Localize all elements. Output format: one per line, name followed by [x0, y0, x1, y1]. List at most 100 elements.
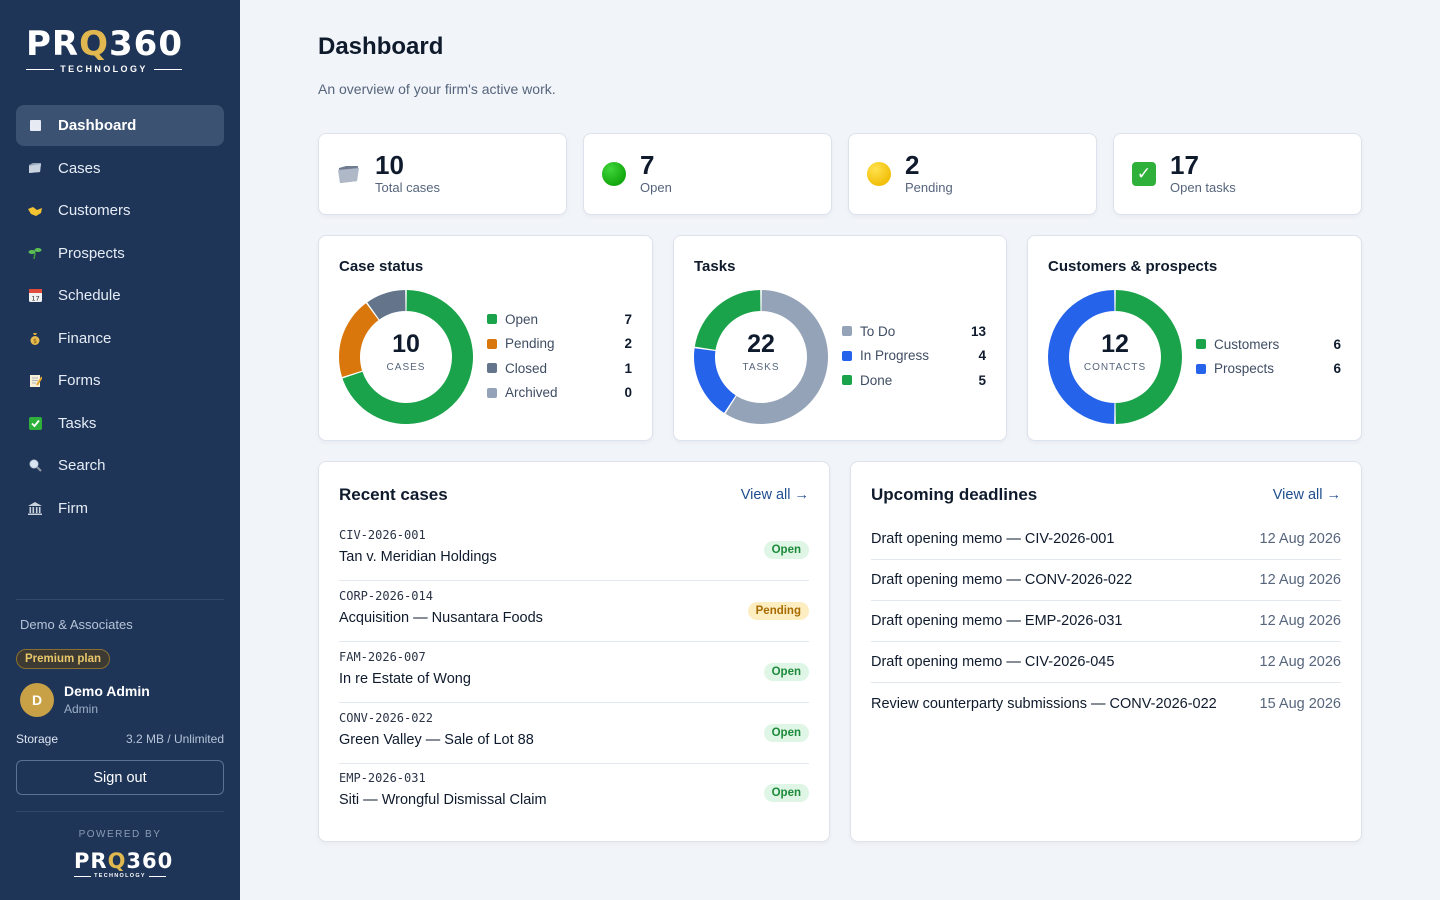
folder-icon: [337, 162, 361, 186]
list-item[interactable]: Draft opening memo — CONV-2026-022 12 Au…: [871, 560, 1341, 601]
yellow-circle-icon: [867, 162, 891, 186]
legend-value: 7: [624, 311, 632, 327]
legend-swatch: [487, 314, 497, 325]
svg-text:$: $: [33, 338, 37, 345]
sign-out-button[interactable]: Sign out: [16, 760, 224, 795]
legend-value: 4: [978, 348, 986, 364]
sidebar-item-firm[interactable]: Firm: [16, 488, 224, 529]
sidebar-item-finance[interactable]: $ Finance: [16, 318, 224, 359]
table-row[interactable]: CORP-2026-014 Acquisition — Nusantara Fo…: [339, 581, 809, 642]
storage-value: 3.2 MB / Unlimited: [125, 732, 224, 746]
stat-value: 2: [905, 150, 920, 180]
sidebar-item-dashboard[interactable]: Dashboard: [16, 105, 224, 146]
list-item[interactable]: Review counterparty submissions — CONV-2…: [871, 683, 1341, 724]
donut-slice-done: [694, 290, 761, 350]
legend-value: 1: [624, 360, 632, 376]
donut-slice-closed: [367, 290, 406, 320]
table-row[interactable]: FAM-2026-007 In re Estate of Wong Open: [339, 642, 809, 703]
status-badge: Open: [763, 541, 809, 559]
legend-item: Done 5: [842, 368, 986, 393]
bank-icon: [28, 501, 42, 515]
user-name: Demo Admin: [64, 683, 150, 699]
legend-item: Open 7: [487, 307, 632, 332]
donut-center-label: CASES: [386, 362, 426, 373]
svg-text:17: 17: [31, 295, 39, 303]
list-item[interactable]: Draft opening memo — EMP-2026-031 12 Aug…: [871, 601, 1341, 642]
legend-item: Prospects 6: [1196, 357, 1341, 382]
legend-label: Done: [860, 372, 893, 388]
stat-value: 7: [640, 150, 655, 180]
case-name: Siti — Wrongful Dismissal Claim: [339, 792, 547, 808]
sidebar-item-label: Customers: [58, 202, 131, 219]
table-row[interactable]: CONV-2026-022 Green Valley — Sale of Lot…: [339, 703, 809, 764]
legend-item: Archived 0: [487, 381, 632, 406]
donut-slice-to-do: [725, 290, 828, 424]
stat-card-pending[interactable]: 2 Pending: [848, 133, 1097, 215]
legend-value: 13: [970, 323, 986, 339]
sidebar-item-tasks[interactable]: Tasks: [16, 403, 224, 444]
footer-logo: PRQ360 TECHNOLOGY: [74, 849, 174, 879]
sidebar-nav: Dashboard Cases Customers Prospects 17 S…: [16, 105, 224, 530]
table-row[interactable]: CIV-2026-001 Tan v. Meridian Holdings Op…: [339, 520, 809, 581]
powered-by-label: POWERED BY: [78, 829, 162, 840]
donut-center-label: CONTACTS: [1083, 362, 1147, 373]
sidebar-item-prospects[interactable]: Prospects: [16, 233, 224, 274]
storage-label: Storage: [16, 732, 59, 746]
chart-legend: Customers 6 Prospects 6: [1196, 332, 1341, 381]
case-name: Acquisition — Nusantara Foods: [339, 610, 543, 626]
sidebar-item-label: Schedule: [58, 287, 121, 304]
case-name: In re Estate of Wong: [339, 671, 471, 687]
sidebar-item-schedule[interactable]: 17 Schedule: [16, 275, 224, 316]
legend-swatch: [487, 363, 497, 374]
sidebar-item-label: Prospects: [58, 244, 125, 262]
avatar[interactable]: D: [20, 683, 54, 717]
customers-prospects-card: Customers & prospects 12 CONTACTS Custom…: [1027, 235, 1362, 441]
case-status-card: Case status 10 CASES Open 7 Pending 2 Closed…: [318, 235, 653, 441]
deadline-title: Draft opening memo — EMP-2026-031: [871, 613, 1123, 629]
status-badge: Pending: [747, 602, 809, 620]
donut-slice-prospects: [1048, 290, 1115, 424]
plan-badge: Premium plan: [16, 649, 111, 669]
stat-card-total-cases[interactable]: 10 Total cases: [318, 133, 567, 215]
sidebar-item-label: Cases: [58, 159, 101, 177]
legend-value: 2: [624, 336, 632, 352]
sidebar-item-label: Firm: [58, 499, 88, 517]
calendar-icon: 17: [28, 289, 42, 303]
case-name: Green Valley — Sale of Lot 88: [339, 732, 534, 748]
sidebar-item-label: Finance: [58, 329, 112, 347]
user-role: Admin: [64, 702, 99, 716]
case-number: CONV-2026-022: [339, 711, 433, 725]
table-row[interactable]: EMP-2026-031 Siti — Wrongful Dismissal C…: [339, 763, 809, 824]
card-title: Case status: [339, 258, 424, 275]
legend-swatch: [487, 338, 497, 349]
list-item[interactable]: Draft opening memo — CIV-2026-001 12 Aug…: [871, 519, 1341, 560]
legend-label: Open: [505, 311, 539, 327]
chart-legend: Open 7 Pending 2 Closed 1 Archived 0: [487, 307, 632, 405]
legend-swatch: [1196, 339, 1206, 350]
sidebar-item-cases[interactable]: Cases: [16, 148, 224, 189]
legend-value: 0: [624, 385, 632, 401]
brand-logo[interactable]: PRQ360 TECHNOLOGY: [26, 24, 183, 74]
deadline-title: Draft opening memo — CIV-2026-045: [871, 654, 1115, 670]
stat-card-open[interactable]: 7 Open: [583, 133, 832, 215]
sidebar-item-customers[interactable]: Customers: [16, 190, 224, 231]
memo-icon: [28, 374, 42, 388]
legend-label: To Do: [860, 323, 896, 339]
list-item[interactable]: Draft opening memo — CIV-2026-045 12 Aug…: [871, 642, 1341, 683]
legend-value: 5: [978, 372, 986, 388]
stat-card-open-tasks[interactable]: ✓ 17 Open tasks: [1113, 133, 1362, 215]
view-all-cases-link[interactable]: View all →: [740, 487, 809, 503]
status-badge: Open: [763, 784, 809, 802]
view-all-deadlines-link[interactable]: View all →: [1272, 487, 1341, 503]
sidebar-item-forms[interactable]: Forms: [16, 360, 224, 401]
stat-label: Total cases: [375, 180, 441, 195]
legend-item: In Progress 4: [842, 344, 986, 369]
legend-swatch: [487, 387, 497, 398]
card-title: Recent cases: [339, 485, 448, 504]
donut-slice-customers: [1115, 290, 1182, 424]
deadline-date: 12 Aug 2026: [1259, 572, 1341, 588]
sidebar-item-search[interactable]: Search: [16, 445, 224, 486]
legend-label: Closed: [505, 360, 548, 376]
case-name: Tan v. Meridian Holdings: [339, 549, 497, 565]
legend-item: Closed 1: [487, 356, 632, 381]
